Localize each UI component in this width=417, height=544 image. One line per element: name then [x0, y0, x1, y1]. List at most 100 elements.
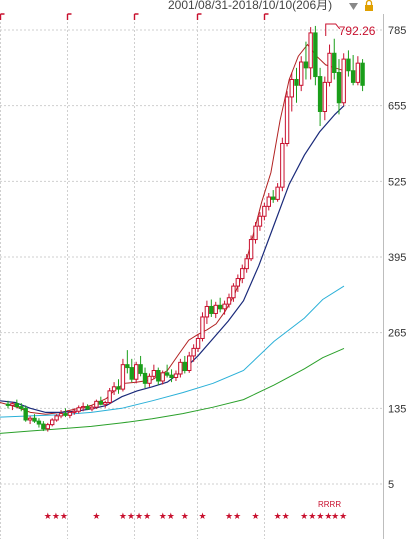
- candle: [32, 414, 37, 423]
- candle: [14, 399, 20, 408]
- ma-mid-line: [0, 105, 345, 413]
- candle: [213, 301, 218, 319]
- rating-star: ★★: [225, 512, 241, 522]
- candle: [103, 400, 108, 408]
- candle: [76, 405, 81, 414]
- rating-star: ★: [198, 512, 206, 522]
- candle: [54, 414, 59, 422]
- rating-star: ★★: [159, 512, 175, 522]
- candle: [19, 403, 24, 412]
- y-tick-label: 655: [388, 101, 406, 113]
- range-dropdown-icon[interactable]: [349, 3, 358, 10]
- candle: [294, 67, 299, 103]
- candle: [27, 415, 33, 425]
- candle: [164, 364, 170, 378]
- candle: [107, 387, 112, 405]
- candle: [289, 72, 294, 112]
- candle: [222, 300, 227, 315]
- rating-star: ★: [92, 512, 100, 522]
- candle: [147, 373, 152, 387]
- period-tick: [0, 13, 5, 20]
- candle: [248, 235, 254, 262]
- rating-star: ★★★★: [119, 512, 151, 522]
- rating-star: ★: [181, 512, 189, 522]
- candle: [346, 50, 351, 77]
- candle: [72, 408, 77, 415]
- rating-letters: RRRR: [318, 500, 341, 509]
- candle: [317, 67, 323, 127]
- candle: [303, 41, 309, 80]
- candle: [10, 401, 15, 411]
- candle: [284, 91, 290, 147]
- candle: [253, 222, 258, 244]
- candle: [142, 367, 148, 388]
- candle: [50, 418, 55, 427]
- rating-markers: ★★★ ★ ★★★★ ★★ ★ ★ ★★ ★ ★★ ★★★★★★: [44, 512, 347, 522]
- candle: [129, 358, 134, 383]
- candle: [313, 25, 318, 86]
- candle: [5, 400, 11, 409]
- candle: [280, 137, 285, 192]
- candle: [187, 351, 192, 373]
- candle: [235, 274, 241, 292]
- candle: [58, 410, 64, 419]
- candle: [217, 297, 223, 313]
- period-tick: [196, 13, 202, 20]
- candle: [360, 59, 365, 92]
- candle: [169, 369, 174, 383]
- candle: [36, 418, 42, 428]
- rating-star: ★★: [331, 512, 347, 522]
- candle: [350, 55, 356, 86]
- candle: [67, 411, 73, 419]
- candle: [94, 399, 99, 409]
- period-tick: [263, 13, 269, 20]
- candle: [308, 27, 313, 80]
- candle: [133, 361, 139, 384]
- candle: [111, 382, 117, 395]
- candle: [240, 264, 245, 284]
- candle: [173, 370, 179, 381]
- candle: [191, 344, 196, 362]
- candle: [355, 56, 361, 86]
- lock-icon[interactable]: [365, 0, 373, 12]
- candle: [200, 312, 205, 342]
- candle: [120, 358, 126, 392]
- rating-star: ★★: [274, 512, 290, 522]
- candle: [125, 350, 130, 374]
- rating-star: ★★★★: [300, 512, 332, 522]
- candle: [89, 405, 95, 412]
- period-tick: [133, 13, 139, 20]
- candle: [341, 53, 346, 106]
- y-tick-label: 265: [388, 328, 406, 340]
- candle: [336, 59, 342, 115]
- max-callout-arrow: [325, 23, 341, 36]
- candle: [275, 183, 280, 202]
- date-range-label: 2001/08/31-2018/10/10(206月): [168, 0, 332, 12]
- candle: [23, 405, 28, 422]
- y-tick-label: 5: [388, 479, 394, 491]
- grid: [0, 14, 384, 539]
- max-value-callout: 792.26: [325, 23, 376, 38]
- candle: [138, 355, 143, 377]
- candle: [178, 358, 183, 378]
- rating-star: ★: [252, 512, 260, 522]
- ma-short-line: [0, 43, 345, 415]
- y-tick-label: 395: [388, 252, 406, 264]
- rating-star: ★★★: [44, 512, 68, 522]
- candle: [45, 422, 50, 432]
- candle: [209, 299, 214, 317]
- candle: [156, 367, 161, 386]
- candle: [262, 202, 267, 221]
- candle: [231, 283, 236, 302]
- period-tick: [66, 13, 72, 20]
- candle: [299, 56, 304, 92]
- ma-long-line: [0, 285, 345, 418]
- max-value-label: 792.26: [339, 24, 376, 38]
- candle: [80, 402, 86, 412]
- candle: [204, 300, 210, 324]
- ma-longest-line: [0, 347, 345, 434]
- candle: [98, 396, 104, 406]
- candle: [195, 334, 201, 352]
